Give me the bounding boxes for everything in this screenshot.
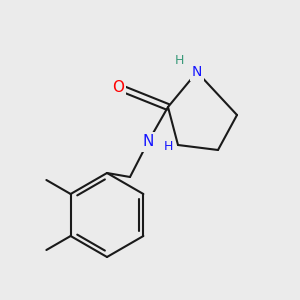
Text: N: N — [192, 65, 202, 79]
Text: H: H — [174, 53, 184, 67]
Text: O: O — [112, 80, 124, 94]
Text: H: H — [163, 140, 173, 152]
Text: N: N — [142, 134, 154, 149]
